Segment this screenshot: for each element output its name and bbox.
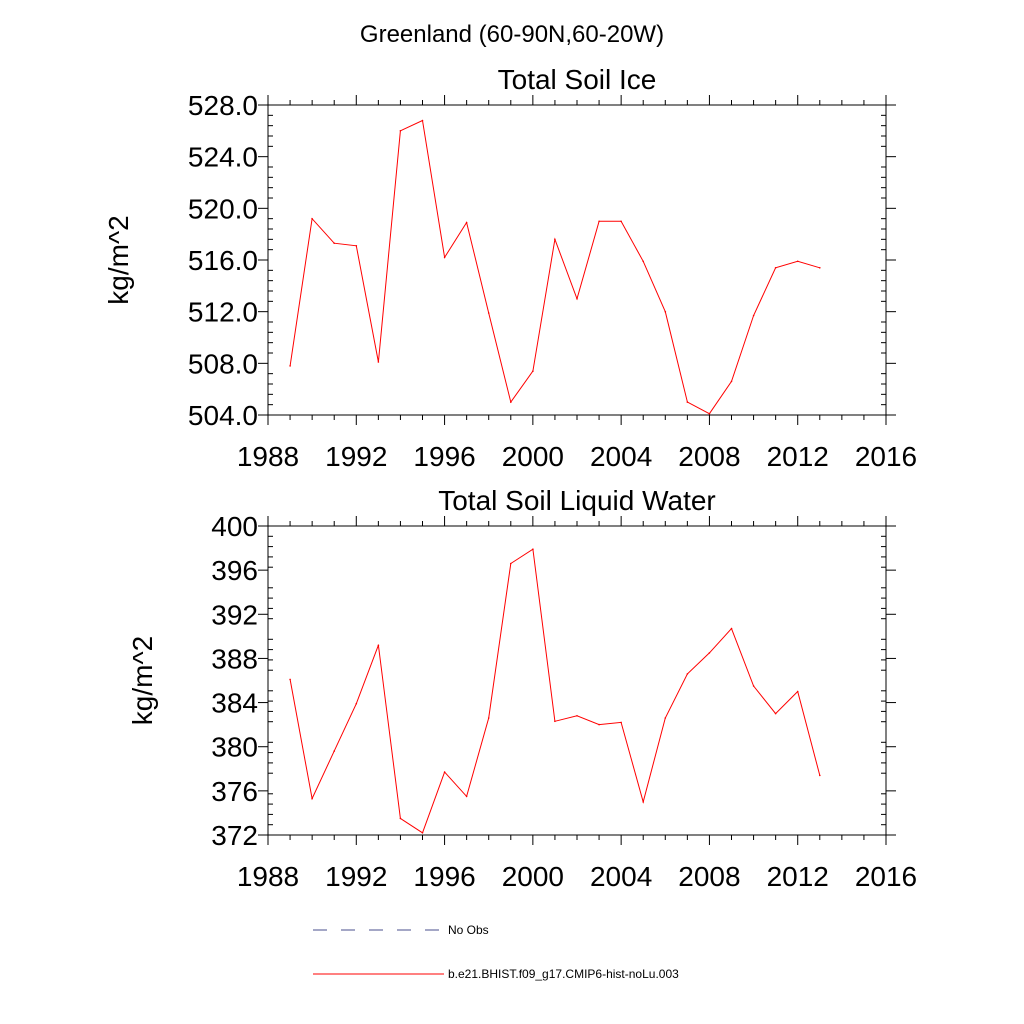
data-point	[730, 627, 733, 630]
data-point	[752, 685, 755, 687]
data-point	[399, 130, 402, 132]
chart-title: Total Soil Ice	[498, 64, 657, 95]
x-tick-label: 2008	[678, 861, 740, 892]
data-point	[708, 652, 711, 654]
y-axis-label: kg/m^2	[103, 215, 134, 304]
data-point	[730, 380, 733, 383]
data-point	[686, 401, 689, 403]
series-line	[289, 548, 821, 834]
data-point	[421, 832, 424, 834]
data-point	[642, 260, 644, 263]
x-tick-label: 2008	[678, 441, 740, 472]
data-point	[576, 298, 578, 300]
data-point	[752, 314, 755, 317]
x-tick-label: 2016	[855, 861, 917, 892]
y-tick-label: 508.0	[188, 348, 258, 379]
data-point	[598, 723, 600, 726]
data-point	[774, 712, 777, 715]
data-point	[708, 412, 711, 415]
y-tick-label: 512.0	[188, 297, 258, 328]
x-tick-label: 2016	[855, 441, 917, 472]
panel-total-soil-ice: Total Soil Ice 1988 1992 1996 2000 2004 2008 20…	[103, 64, 917, 472]
data-point	[377, 644, 380, 646]
x-tick-label: 1996	[413, 861, 475, 892]
y-tick-label: 380	[211, 732, 258, 763]
data-point	[443, 256, 446, 259]
data-point	[377, 361, 380, 363]
y-tick-label: 396	[211, 555, 258, 586]
data-point	[333, 242, 336, 244]
data-point	[576, 715, 578, 717]
y-tick-label: 504.0	[188, 400, 258, 431]
data-point	[819, 774, 821, 777]
data-point	[355, 245, 358, 247]
data-point	[686, 673, 689, 675]
data-point	[620, 220, 622, 223]
x-tick-label: 2004	[590, 861, 652, 892]
x-tick-label: 2004	[590, 441, 652, 472]
data-point	[598, 220, 600, 223]
x-tick-label: 1988	[237, 441, 299, 472]
legend-obs-label: No Obs	[448, 923, 489, 937]
y-tick-label: 516.0	[188, 245, 258, 276]
data-point	[443, 771, 446, 773]
data-point	[465, 795, 468, 798]
data-point	[289, 365, 291, 367]
legend-model-label: b.e21.BHIST.f09_g17.CMIP6-hist-noLu.003	[448, 967, 679, 981]
data-point	[311, 797, 313, 800]
data-point	[510, 562, 512, 565]
data-point	[487, 717, 490, 719]
x-tick-label: 1992	[325, 861, 387, 892]
x-tick-label: 2000	[502, 441, 564, 472]
data-point	[819, 267, 821, 269]
data-point	[774, 267, 777, 269]
figure-suptitle: Greenland (60-90N,60-20W)	[360, 21, 664, 48]
x-tick-label: 2000	[502, 861, 564, 892]
data-point	[796, 690, 799, 693]
data-point	[487, 312, 490, 314]
x-tick-label: 1992	[325, 441, 387, 472]
data-point	[421, 119, 424, 122]
y-tick-label: 520.0	[188, 193, 258, 224]
legend: No Obs b.e21.BHIST.f09_g17.CMIP6-hist-no…	[313, 923, 679, 981]
chart-title: Total Soil Liquid Water	[438, 485, 716, 516]
plot-frame	[267, 104, 887, 416]
y-axis-label: kg/m^2	[127, 636, 158, 725]
plot-frame	[267, 525, 887, 836]
data-point	[311, 217, 313, 220]
data-point	[465, 221, 468, 224]
data-point	[289, 678, 291, 681]
y-tick-label: 388	[211, 643, 258, 674]
data-point	[642, 801, 644, 803]
data-point	[355, 702, 358, 705]
data-point	[333, 750, 336, 752]
x-tick-label: 1988	[237, 861, 299, 892]
data-point	[554, 238, 556, 241]
data-point	[664, 310, 667, 313]
data-point	[796, 260, 799, 263]
y-tick-label: 528.0	[188, 90, 258, 121]
data-point	[532, 548, 534, 550]
data-point	[399, 817, 402, 820]
y-tick-label: 384	[211, 688, 258, 719]
y-tick-label: 376	[211, 776, 258, 807]
data-point	[620, 721, 622, 724]
series-line	[289, 119, 820, 415]
y-tick-label: 524.0	[188, 142, 258, 173]
x-tick-label: 2012	[767, 441, 829, 472]
panel-total-soil-liquid-water: Total Soil Liquid Water 1988 1992 1996 2000 2…	[127, 485, 917, 892]
data-point	[554, 720, 556, 723]
data-point	[532, 370, 534, 372]
data-point	[664, 717, 667, 719]
y-tick-label: 392	[211, 599, 258, 630]
x-tick-label: 2012	[767, 861, 829, 892]
x-tick-label: 1996	[413, 441, 475, 472]
y-tick-label: 400	[211, 511, 258, 542]
data-point	[510, 401, 512, 403]
y-tick-label: 372	[211, 820, 258, 851]
